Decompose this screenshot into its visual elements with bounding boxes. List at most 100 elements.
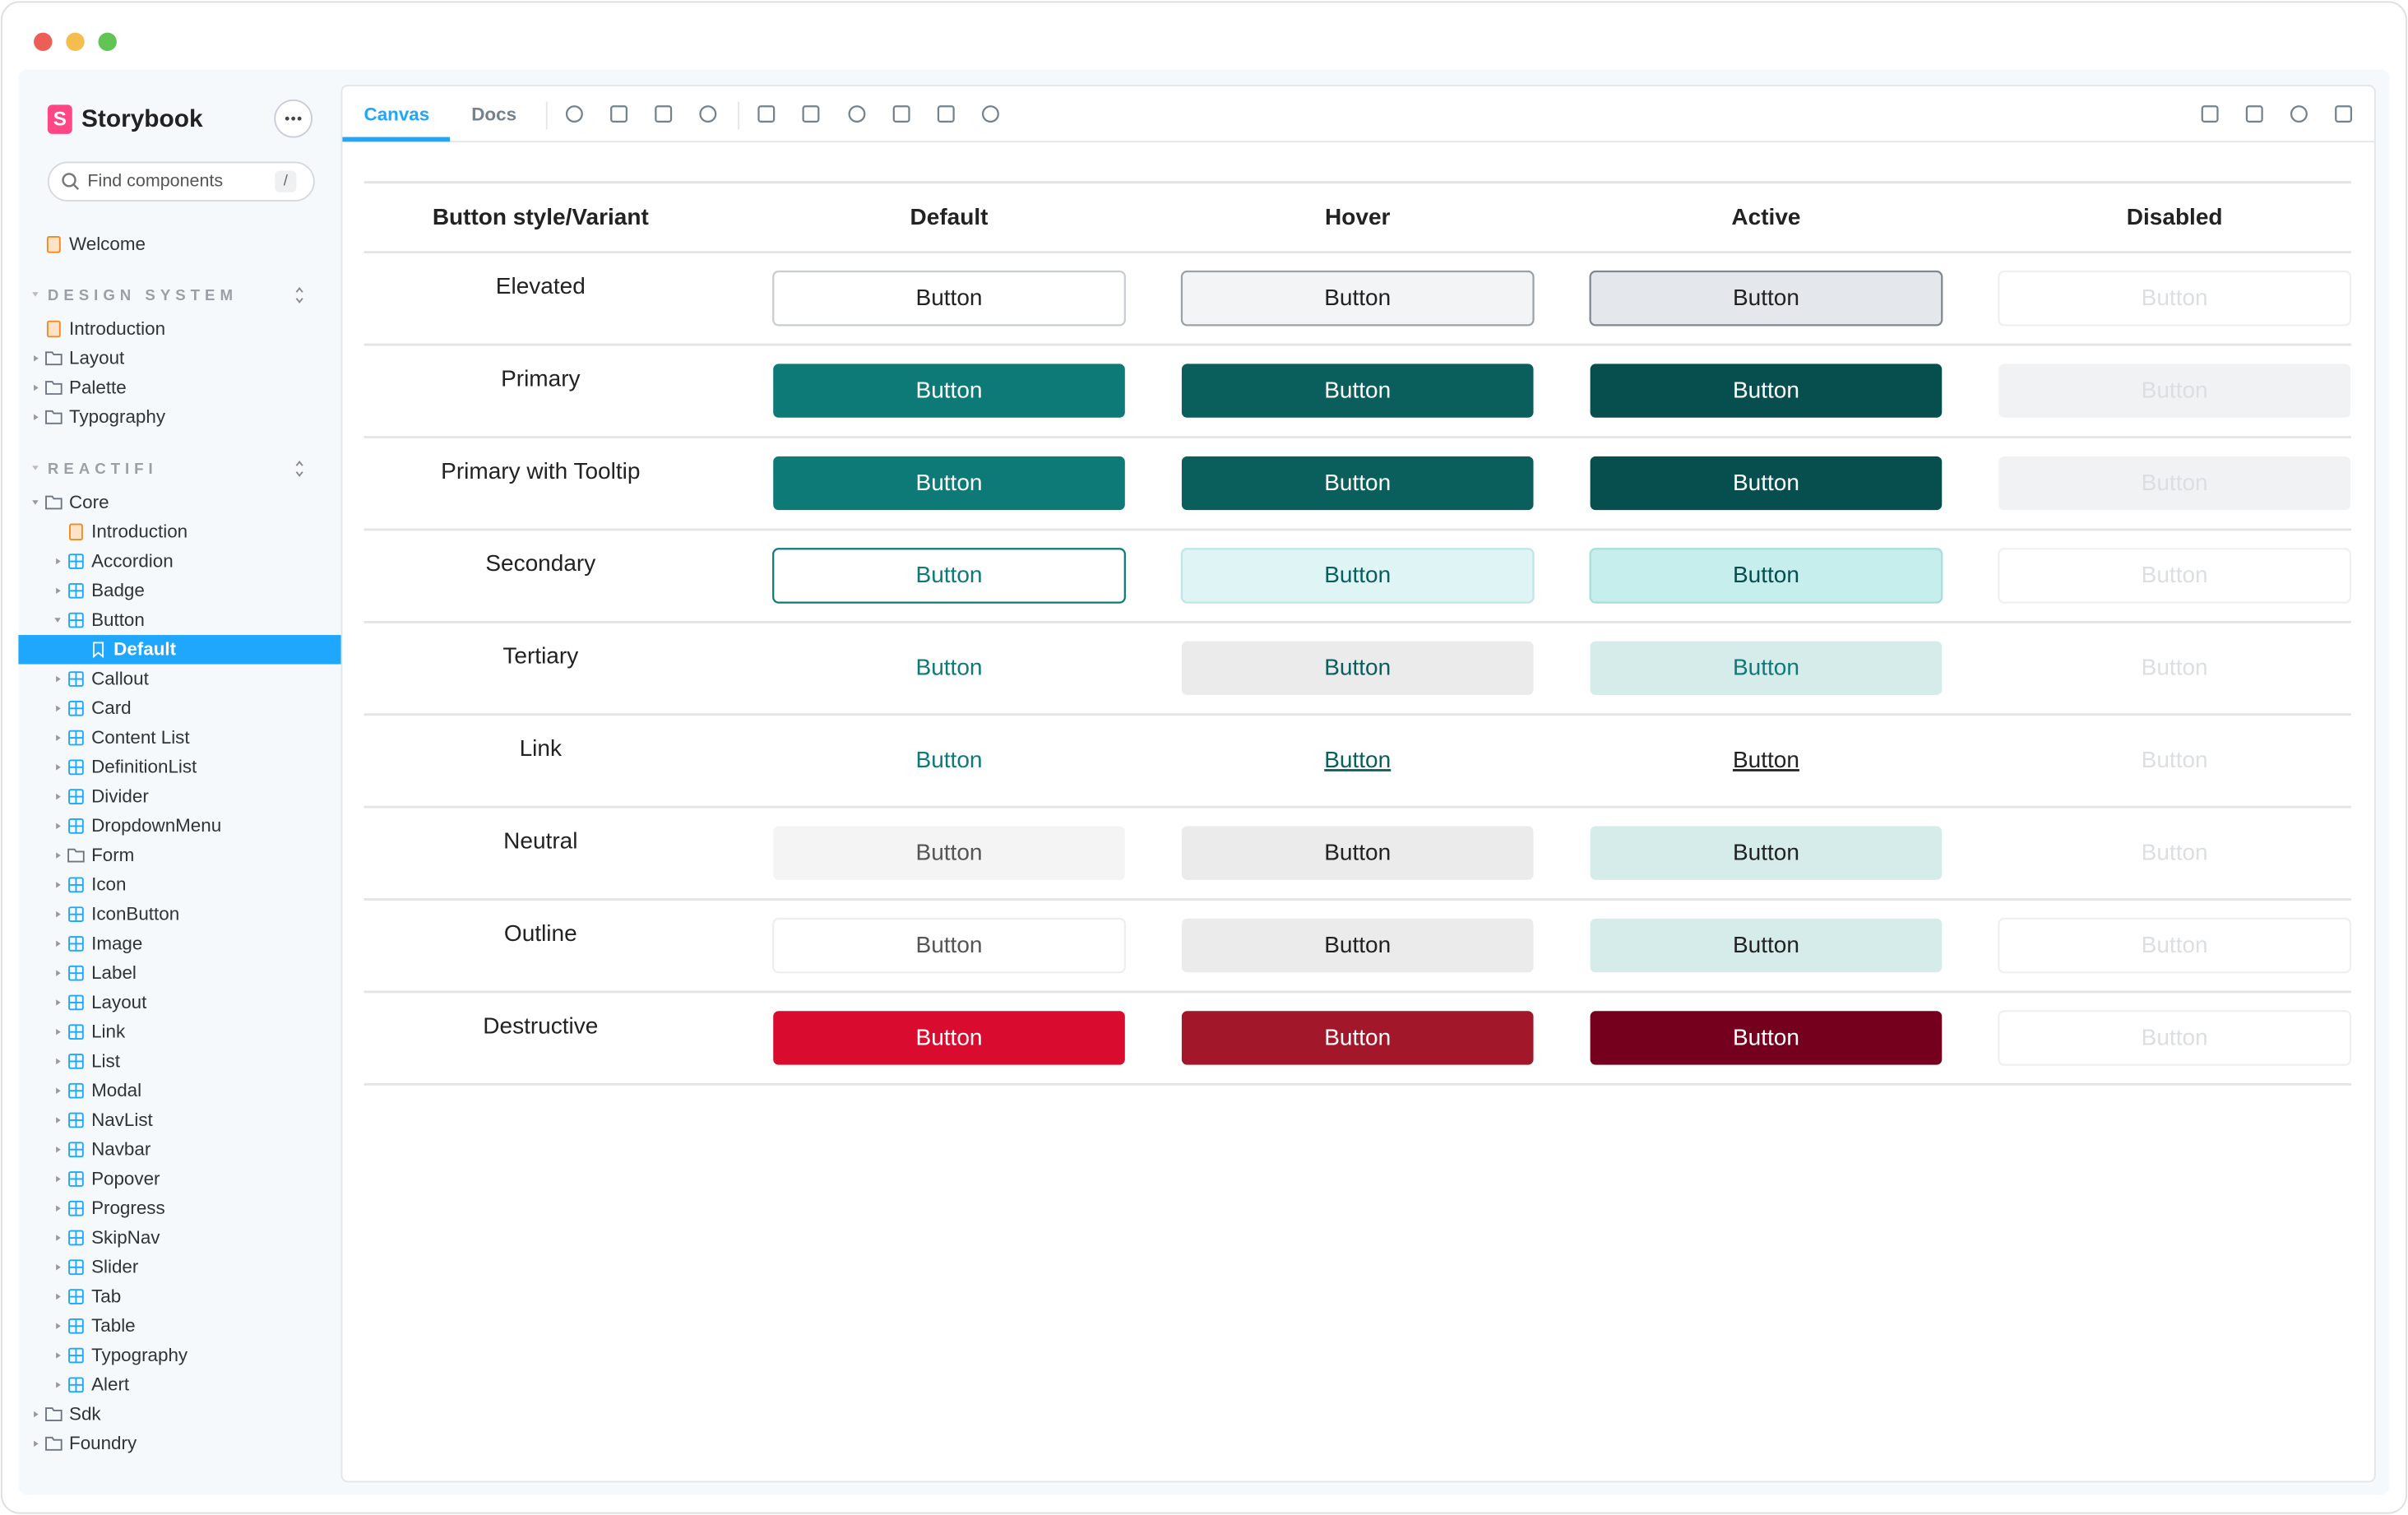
button-label[interactable]: Button bbox=[916, 1024, 983, 1049]
button-label[interactable]: Button bbox=[1733, 470, 1799, 495]
expand-caret[interactable] bbox=[34, 1440, 39, 1448]
expand-caret[interactable] bbox=[56, 940, 61, 947]
sidebar-item[interactable]: Callout bbox=[91, 668, 149, 688]
close-dot[interactable] bbox=[34, 32, 53, 52]
expand-caret[interactable] bbox=[56, 1293, 61, 1300]
section-title[interactable]: REACTIFI bbox=[48, 460, 158, 477]
section-caret[interactable] bbox=[32, 466, 39, 470]
sidebar-item[interactable]: Table bbox=[91, 1315, 136, 1336]
expand-caret[interactable] bbox=[56, 1146, 61, 1153]
button[interactable] bbox=[1589, 548, 1943, 604]
toolbar-icon[interactable] bbox=[2245, 105, 2263, 123]
sidebar-item[interactable]: Image bbox=[91, 933, 142, 953]
sidebar-item[interactable]: Palette bbox=[69, 377, 127, 397]
button-label[interactable]: Button bbox=[916, 285, 983, 310]
sidebar-item[interactable]: Layout bbox=[69, 348, 125, 368]
button[interactable] bbox=[1590, 641, 1943, 695]
sidebar-item[interactable]: Button bbox=[91, 609, 145, 630]
button-label[interactable]: Button bbox=[916, 377, 983, 402]
expand-caret[interactable] bbox=[56, 675, 61, 683]
toolbar-icon[interactable] bbox=[2290, 105, 2308, 123]
sidebar-item[interactable]: Typography bbox=[91, 1345, 188, 1365]
expand-caret[interactable] bbox=[54, 618, 61, 623]
button-label[interactable]: Button bbox=[916, 932, 983, 957]
button-label[interactable]: Button bbox=[916, 747, 983, 772]
toolbar-tab[interactable]: Canvas bbox=[364, 104, 430, 124]
button-label[interactable]: Button bbox=[1324, 1024, 1391, 1049]
expand-caret[interactable] bbox=[56, 852, 61, 859]
button[interactable] bbox=[1181, 364, 1534, 418]
button-label[interactable]: Button bbox=[1733, 747, 1799, 772]
button-label[interactable]: Button bbox=[916, 655, 983, 680]
minimize-dot[interactable] bbox=[66, 32, 85, 52]
expand-caret[interactable] bbox=[56, 1028, 61, 1035]
toolbar-icon[interactable] bbox=[757, 105, 776, 123]
section-caret[interactable] bbox=[32, 292, 39, 297]
toolbar-icon[interactable] bbox=[610, 105, 627, 123]
expand-caret[interactable] bbox=[56, 1264, 61, 1271]
sidebar-item[interactable]: Default bbox=[113, 639, 176, 660]
expand-caret[interactable] bbox=[32, 500, 39, 505]
toolbar-icon[interactable] bbox=[2201, 105, 2219, 123]
search-box[interactable] bbox=[47, 161, 315, 202]
expand-caret[interactable] bbox=[56, 1205, 61, 1212]
expand-caret[interactable] bbox=[56, 705, 61, 712]
sidebar-item[interactable]: Alert bbox=[91, 1374, 130, 1395]
button-label[interactable]: Button bbox=[1733, 285, 1799, 310]
expand-caret[interactable] bbox=[56, 1323, 61, 1330]
sidebar-item[interactable]: DropdownMenu bbox=[91, 815, 221, 836]
button-label[interactable]: Button bbox=[1324, 747, 1391, 772]
button-label[interactable]: Button bbox=[1324, 470, 1391, 495]
section-title[interactable]: DESIGN SYSTEM bbox=[48, 286, 238, 303]
sidebar-item[interactable]: Progress bbox=[91, 1198, 165, 1218]
sidebar-item[interactable]: NavList bbox=[91, 1110, 153, 1130]
toolbar-icon[interactable] bbox=[802, 105, 820, 123]
sidebar-item[interactable]: Introduction bbox=[91, 521, 188, 542]
toolbar-tab[interactable]: Docs bbox=[471, 104, 516, 124]
button-label[interactable]: Button bbox=[916, 470, 983, 495]
button[interactable] bbox=[1181, 1011, 1534, 1065]
sidebar-item[interactable]: Badge bbox=[91, 580, 145, 600]
expand-caret[interactable] bbox=[56, 1175, 61, 1183]
toolbar-icon[interactable] bbox=[655, 105, 673, 123]
button[interactable] bbox=[1181, 826, 1534, 880]
button[interactable] bbox=[772, 917, 1126, 974]
button[interactable] bbox=[1590, 826, 1943, 880]
sidebar-item[interactable]: Typography bbox=[69, 406, 166, 427]
button-label[interactable]: Button bbox=[1324, 655, 1391, 680]
sidebar-item[interactable]: DefinitionList bbox=[91, 757, 197, 777]
sidebar-item[interactable]: Sdk bbox=[69, 1403, 101, 1424]
button[interactable] bbox=[1181, 918, 1534, 973]
button[interactable] bbox=[1589, 270, 1943, 327]
expand-caret[interactable] bbox=[56, 999, 61, 1006]
expand-caret[interactable] bbox=[56, 1352, 61, 1359]
button-label[interactable]: Button bbox=[1733, 932, 1799, 957]
sidebar-item[interactable]: Form bbox=[91, 845, 134, 865]
button-label[interactable]: Button bbox=[1324, 839, 1391, 864]
expand-caret[interactable] bbox=[56, 970, 61, 976]
toolbar-icon[interactable] bbox=[848, 105, 866, 123]
sidebar-item[interactable]: Modal bbox=[91, 1080, 141, 1100]
expand-caret[interactable] bbox=[56, 734, 61, 741]
toolbar-icon[interactable] bbox=[937, 105, 955, 123]
sidebar-item[interactable]: Label bbox=[91, 962, 137, 983]
button[interactable] bbox=[1181, 456, 1534, 511]
button-label[interactable]: Button bbox=[1324, 562, 1391, 587]
sidebar-item[interactable]: Welcome bbox=[69, 234, 146, 254]
toolbar-icon[interactable] bbox=[699, 105, 717, 123]
toolbar-icon[interactable] bbox=[981, 105, 999, 123]
button-label[interactable]: Button bbox=[1733, 562, 1799, 587]
expand-caret[interactable] bbox=[56, 587, 61, 595]
sidebar-item[interactable]: Tab bbox=[91, 1286, 121, 1306]
expand-caret[interactable] bbox=[34, 1411, 39, 1418]
expand-caret[interactable] bbox=[56, 1058, 61, 1065]
toolbar-icon[interactable] bbox=[2335, 105, 2353, 123]
sidebar-item[interactable]: Layout bbox=[91, 992, 147, 1012]
zoom-dot[interactable] bbox=[98, 32, 117, 52]
expand-caret[interactable] bbox=[56, 764, 61, 771]
button[interactable] bbox=[1180, 270, 1535, 327]
collapse-toggle[interactable] bbox=[295, 461, 303, 477]
button[interactable] bbox=[1590, 456, 1943, 511]
sidebar-item[interactable]: Popover bbox=[91, 1168, 160, 1188]
expand-caret[interactable] bbox=[56, 558, 61, 565]
